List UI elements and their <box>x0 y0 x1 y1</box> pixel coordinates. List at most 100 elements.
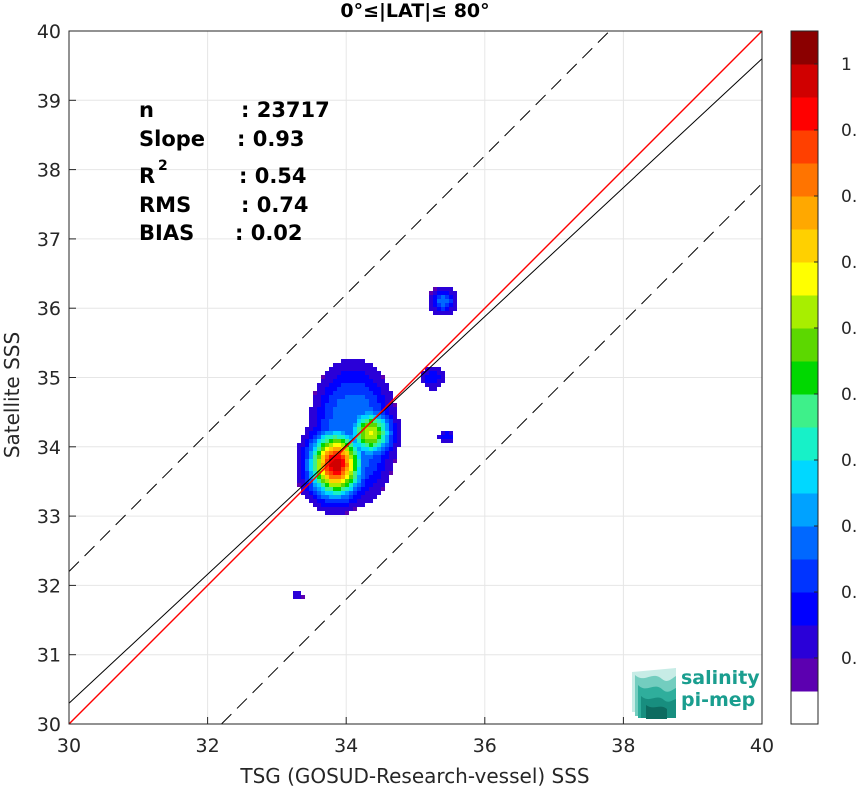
density-cell <box>301 463 305 467</box>
density-cell <box>301 471 305 475</box>
density-cell <box>337 483 341 487</box>
density-cell <box>341 371 345 375</box>
density-cell <box>449 295 453 299</box>
density-cell <box>445 291 449 295</box>
density-cell <box>333 471 337 475</box>
density-cell <box>357 423 361 427</box>
density-cell <box>305 439 309 443</box>
density-cell <box>357 503 361 507</box>
density-cell <box>365 435 369 439</box>
density-cell <box>321 503 325 507</box>
upper-bound-dashed-line <box>68 30 610 572</box>
density-cell <box>377 443 381 447</box>
density-cell <box>317 395 321 399</box>
density-cell <box>349 459 353 463</box>
density-cell <box>341 427 345 431</box>
colorbar-segment <box>791 460 818 494</box>
density-cell <box>353 447 357 451</box>
density-cell <box>389 463 393 467</box>
density-cell <box>441 295 445 299</box>
density-cell <box>333 455 337 459</box>
density-cell <box>377 467 381 471</box>
density-cell <box>385 467 389 471</box>
density-cell <box>373 379 377 383</box>
density-cell <box>349 491 353 495</box>
colorbar <box>790 30 819 725</box>
density-cell <box>349 487 353 491</box>
density-cell <box>341 507 345 511</box>
density-cell <box>325 439 329 443</box>
density-cell <box>325 475 329 479</box>
density-cell <box>429 291 433 295</box>
stat-slope-label: Slope <box>139 127 205 151</box>
density-cell <box>361 371 365 375</box>
density-cell <box>345 495 349 499</box>
density-cell <box>353 491 357 495</box>
density-cell <box>317 459 321 463</box>
density-cell <box>329 511 333 515</box>
density-cell <box>305 463 309 467</box>
density-cell <box>385 455 389 459</box>
density-cell <box>365 427 369 431</box>
y-tick-label: 35 <box>37 368 61 390</box>
density-cell <box>309 463 313 467</box>
density-cell <box>297 595 301 599</box>
density-cell <box>373 431 377 435</box>
density-cell <box>321 375 325 379</box>
density-cell <box>393 411 397 415</box>
density-cell <box>357 451 361 455</box>
density-cell <box>337 455 341 459</box>
density-cell <box>361 407 365 411</box>
density-cell <box>321 455 325 459</box>
density-cell <box>321 407 325 411</box>
density-cell <box>373 495 377 499</box>
density-cell <box>381 415 385 419</box>
colorbar-segment <box>791 592 818 626</box>
density-cell <box>337 379 341 383</box>
density-cell <box>309 431 313 435</box>
density-cell <box>433 287 437 291</box>
density-cell <box>449 287 453 291</box>
density-cell <box>321 491 325 495</box>
density-cell <box>381 451 385 455</box>
density-cell <box>313 443 317 447</box>
density-cell <box>325 495 329 499</box>
density-cell <box>433 379 437 383</box>
density-cell <box>353 359 357 363</box>
density-cell <box>313 447 317 451</box>
density-cell <box>333 483 337 487</box>
density-cell <box>373 395 377 399</box>
density-cell <box>373 467 377 471</box>
density-cell <box>305 467 309 471</box>
density-cell <box>317 419 321 423</box>
density-cell <box>437 311 441 315</box>
density-cell <box>349 415 353 419</box>
density-cell <box>313 499 317 503</box>
density-cell <box>325 375 329 379</box>
density-cell <box>333 387 337 391</box>
density-cell <box>385 395 389 399</box>
density-cell <box>353 415 357 419</box>
density-cell <box>389 395 393 399</box>
density-cell <box>361 475 365 479</box>
density-cell <box>329 403 333 407</box>
density-cell <box>313 459 317 463</box>
density-cell <box>329 415 333 419</box>
density-cell <box>345 391 349 395</box>
density-cell <box>353 475 357 479</box>
density-cell <box>377 419 381 423</box>
density-cell <box>433 295 437 299</box>
density-cell <box>365 479 369 483</box>
density-cell <box>361 479 365 483</box>
density-cell <box>385 479 389 483</box>
density-cell <box>365 499 369 503</box>
density-cell <box>305 427 309 431</box>
stat-rms-value: : 0.74 <box>241 193 309 217</box>
density-cell <box>353 411 357 415</box>
density-cell <box>365 475 369 479</box>
density-cell <box>349 403 353 407</box>
stat-bias-label: BIAS <box>139 221 194 245</box>
density-cell <box>337 467 341 471</box>
density-cell <box>301 491 305 495</box>
density-cell <box>305 451 309 455</box>
